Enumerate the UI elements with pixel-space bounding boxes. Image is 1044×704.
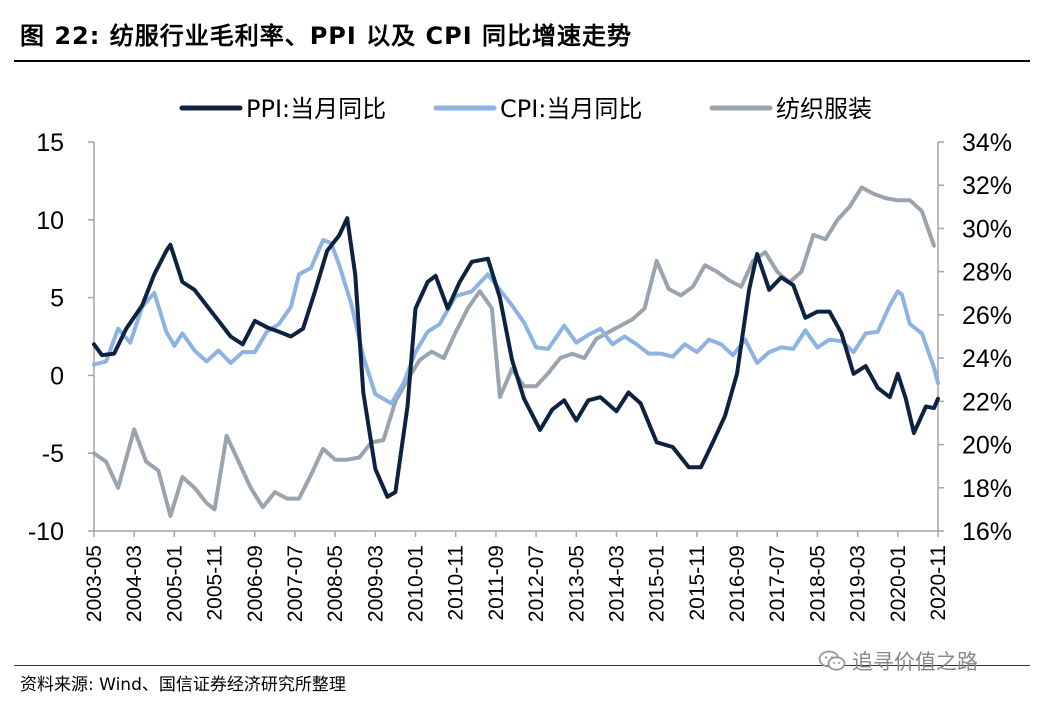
series-line-2 xyxy=(92,185,936,518)
x-tick-label: 2008-05 xyxy=(324,545,347,622)
wechat-icon xyxy=(818,650,846,671)
source-divider xyxy=(14,665,1030,666)
x-tick-label: 2014-03 xyxy=(605,545,628,622)
series-layer xyxy=(92,185,940,518)
y-right-tick-label: 28% xyxy=(962,259,1012,287)
title-divider xyxy=(14,60,1030,62)
y-right-tick-label: 20% xyxy=(962,432,1012,460)
x-tick-label: 2003-05 xyxy=(83,545,106,622)
y-right-tick-label: 22% xyxy=(962,388,1012,416)
x-tick-label: 2012-07 xyxy=(525,545,548,622)
y-right-tick-label: 32% xyxy=(962,172,1012,200)
legend-label-1: CPI:当月同比 xyxy=(500,95,642,123)
series-line-0 xyxy=(92,216,940,499)
series-line-1 xyxy=(92,238,940,406)
y-right-tick-label: 24% xyxy=(962,345,1012,373)
x-tick-label: 2010-01 xyxy=(405,545,428,622)
y-right-tick-label: 30% xyxy=(962,215,1012,243)
y-left-tick-label: 10 xyxy=(36,207,64,235)
x-tick-label: 2019-03 xyxy=(847,545,870,622)
x-tick-label: 2020-01 xyxy=(887,545,910,622)
x-tick-label: 2005-11 xyxy=(204,545,227,621)
x-tick-label: 2004-03 xyxy=(123,545,146,622)
watermark-text: 追寻价值之路 xyxy=(852,650,978,674)
source-note: 资料来源: Wind、国信证券经济研究所整理 xyxy=(20,675,346,695)
x-tick-label: 2015-11 xyxy=(686,545,709,621)
x-tick-label: 2015-01 xyxy=(646,545,669,622)
x-tick-label: 2020-11 xyxy=(927,545,950,621)
x-tick-label: 2013-05 xyxy=(565,545,588,622)
x-tick-label: 2006-09 xyxy=(244,545,267,622)
x-tick-label: 2005-01 xyxy=(163,545,186,622)
x-tick-label: 2016-09 xyxy=(726,545,749,622)
y-right-tick-label: 26% xyxy=(962,302,1012,330)
page-title: 图 22: 纺服行业毛利率、PPI 以及 CPI 同比增速走势 xyxy=(20,22,633,50)
legend: PPI:当月同比 CPI:当月同比 纺织服装 xyxy=(179,95,872,123)
x-tick-label: 2011-09 xyxy=(485,545,508,621)
y-left-tick-label: 15 xyxy=(36,129,64,157)
y-left-tick-label: 0 xyxy=(50,362,64,390)
legend-label-2: 纺织服装 xyxy=(776,95,872,123)
y-right-tick-label: 16% xyxy=(962,518,1012,546)
y-right-tick-label: 18% xyxy=(962,475,1012,503)
x-tick-label: 2010-11 xyxy=(445,545,468,621)
x-tick-label: 2007-07 xyxy=(284,545,307,622)
x-tick-label: 2017-07 xyxy=(766,545,789,622)
y-left-tick-label: 5 xyxy=(50,285,64,313)
y-right-tick-label: 34% xyxy=(962,129,1012,157)
x-tick-label: 2018-05 xyxy=(806,545,829,622)
watermark: 追寻价值之路 xyxy=(818,646,978,676)
legend-label-0: PPI:当月同比 xyxy=(246,95,386,123)
chart-axes: -10 -5 0 5 10 15 16% 18% 20% 22% 24% 26% 28% 30% 32% 34… xyxy=(28,129,1012,622)
y-left-tick-label: -5 xyxy=(42,440,64,468)
y-left-tick-label: -10 xyxy=(28,518,64,546)
x-tick-label: 2009-03 xyxy=(364,545,387,622)
